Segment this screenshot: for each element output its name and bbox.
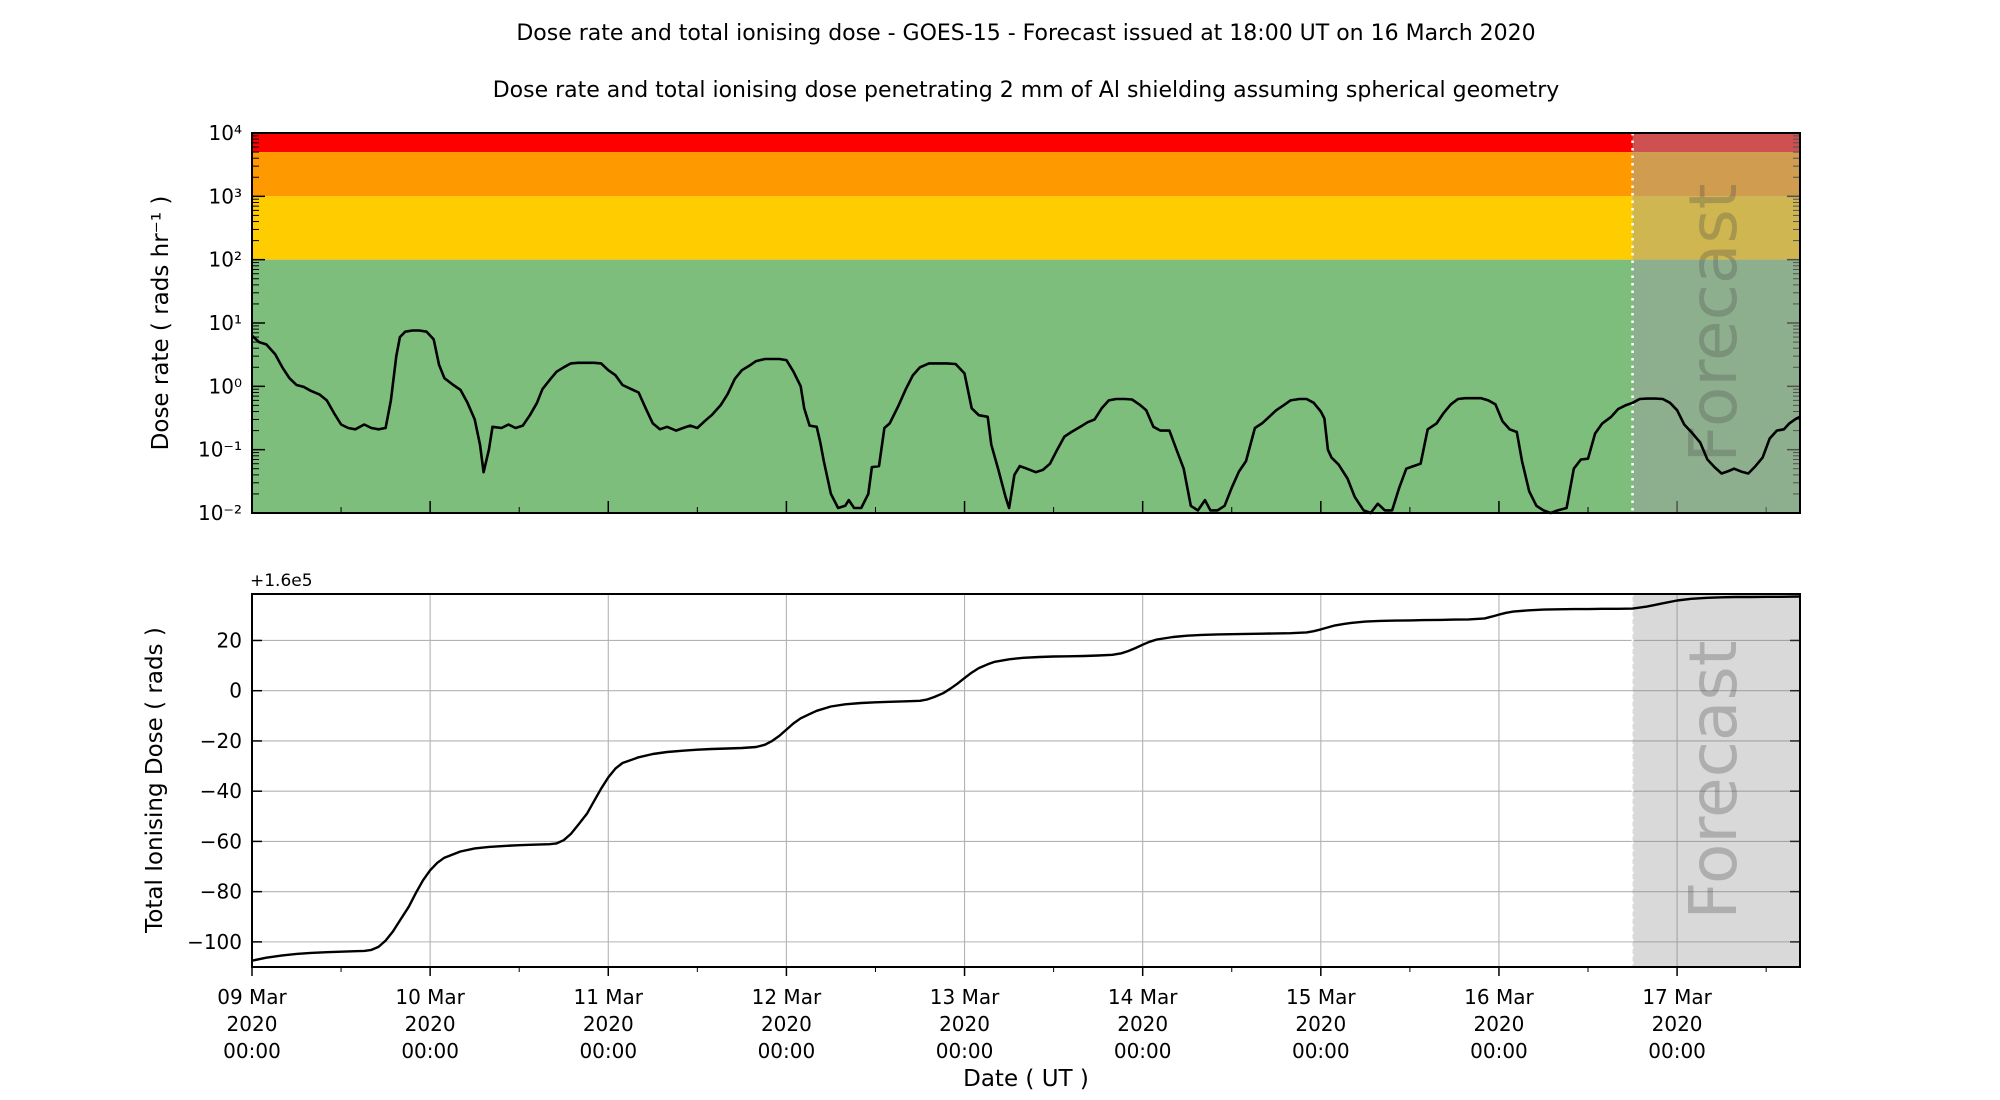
total-ionising-dose-curve [251, 595, 1801, 962]
date-tick-label: 00:00 [579, 1039, 637, 1063]
date-tick-label: 00:00 [1648, 1039, 1706, 1063]
total-ionising-dose-panel [251, 594, 1800, 976]
tid-ytick-label: −100 [187, 930, 242, 954]
date-tick-label: 2020 [1117, 1012, 1168, 1036]
tid-ytick-label: 20 [217, 628, 242, 652]
date-tick-label: 2020 [939, 1012, 990, 1036]
forecast-region-top [1632, 133, 1800, 513]
date-tick-label: 2020 [1295, 1012, 1346, 1036]
date-tick-label: 2020 [227, 1012, 278, 1036]
tid-ytick-label: −40 [200, 779, 242, 803]
date-tick-label: 00:00 [936, 1039, 994, 1063]
date-tick-label: 00:00 [1470, 1039, 1528, 1063]
tid-offset-label: +1.6e5 [250, 571, 313, 591]
dose-rate-curve [251, 329, 1801, 515]
tid-panel-frame [251, 593, 1801, 968]
date-tick-label: 2020 [583, 1012, 634, 1036]
date-tick-label: 13 Mar [930, 985, 1000, 1009]
forecast-region-bottom [1632, 594, 1800, 967]
forecast-watermark-bottom: Forecast [1675, 640, 1752, 919]
date-tick-label: 00:00 [1292, 1039, 1350, 1063]
date-tick-label: 2020 [405, 1012, 456, 1036]
figure-subtitle: Dose rate and total ionising dose penetr… [493, 78, 1560, 103]
date-tick-label: 00:00 [1114, 1039, 1172, 1063]
dose-rate-ytick-label: 10⁻¹ [198, 438, 242, 462]
date-tick-label: 2020 [761, 1012, 812, 1036]
date-tick-label: 17 Mar [1642, 985, 1712, 1009]
forecast-watermark-top: Forecast [1675, 183, 1752, 462]
yellow-alert-band [252, 196, 1800, 260]
data-curves [251, 133, 1801, 967]
green-safe-band [252, 259, 1800, 513]
tid-y-axis-label: Total Ionising Dose ( rads ) [142, 627, 168, 934]
dose-rate-y-axis-label: Dose rate ( rads hr⁻¹ ) [148, 196, 174, 451]
orange-alert-band [252, 152, 1800, 197]
date-tick-label: 16 Mar [1464, 985, 1534, 1009]
date-tick-label: 00:00 [758, 1039, 816, 1063]
red-alert-band [252, 133, 1800, 153]
date-tick-label: 10 Mar [395, 985, 465, 1009]
tid-ytick-label: −20 [200, 729, 242, 753]
date-tick-label: 12 Mar [752, 985, 822, 1009]
dose-rate-ytick-label: 10⁰ [209, 374, 242, 398]
dose-rate-ytick-label: 10³ [209, 184, 242, 208]
dose-rate-panel [251, 132, 1800, 514]
date-tick-label: 11 Mar [573, 985, 643, 1009]
date-tick-label: 00:00 [223, 1039, 281, 1063]
date-tick-label: 00:00 [401, 1039, 459, 1063]
tid-ytick-label: −80 [200, 880, 242, 904]
tid-ytick-label: 0 [229, 679, 242, 703]
figure-title: Dose rate and total ionising dose - GOES… [516, 21, 1535, 46]
x-axis-label: Date ( UT ) [963, 1066, 1089, 1092]
tid-ytick-label: −60 [200, 829, 242, 853]
date-tick-label: 2020 [1652, 1012, 1703, 1036]
dose-rate-ytick-label: 10¹ [209, 311, 242, 335]
date-tick-label: 14 Mar [1108, 985, 1178, 1009]
y-axis-tick-labels: 10⁻² 10⁻¹ 10⁰ 10¹ 10² 10³ 10⁴ 20 0 −20 −40 −60 −80 −1… [187, 121, 242, 954]
dose-rate-panel-frame [251, 132, 1801, 514]
date-tick-label: 15 Mar [1286, 985, 1356, 1009]
dose-rate-ytick-label: 10² [209, 248, 242, 272]
x-axis-tick-labels: 09 Mar 2020 00:00 10 Mar 2020 00:00 11 Mar 2020… [217, 985, 1712, 1063]
date-tick-label: 09 Mar [217, 985, 287, 1009]
panel-frames [251, 132, 1801, 968]
dose-rate-ytick-label: 10⁻² [198, 501, 242, 525]
dose-rate-ytick-label: 10⁴ [209, 121, 242, 145]
date-tick-label: 2020 [1473, 1012, 1524, 1036]
